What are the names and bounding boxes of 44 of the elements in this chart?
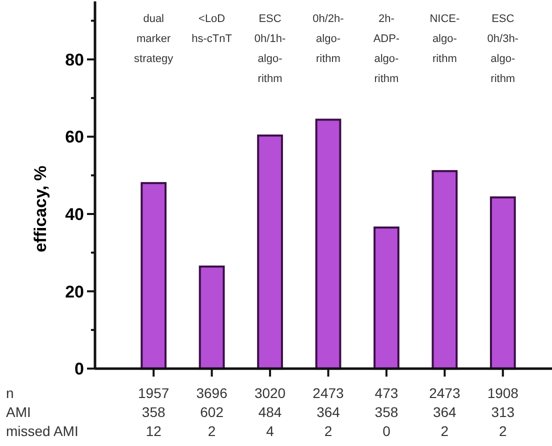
x-tick-label: <LoD hs-cTnT — [192, 13, 232, 45]
text: n — [6, 385, 14, 401]
text: 3020 — [254, 385, 286, 401]
text: 313 — [491, 404, 515, 420]
text: AMI — [6, 404, 31, 420]
text: 2473 — [429, 385, 460, 401]
bar — [374, 226, 400, 370]
text: 602 — [200, 404, 224, 420]
y-tick-label: 40 — [65, 204, 84, 224]
text: 364 — [433, 404, 457, 420]
text: 4 — [266, 423, 274, 439]
text: 2 — [440, 423, 449, 439]
x-tick-label: 2h- ADP- algo- rithm — [373, 13, 400, 85]
text: 484 — [258, 404, 282, 420]
y-tick-label: 80 — [65, 50, 84, 70]
x-tick-label: dual marker strategy — [134, 13, 174, 65]
text: 358 — [142, 404, 166, 420]
y-tick-label: 20 — [65, 282, 84, 302]
text: 12 — [146, 423, 162, 439]
text: 473 — [374, 385, 398, 401]
bar — [140, 182, 167, 370]
text: 2473 — [312, 385, 344, 401]
text: 3696 — [196, 385, 228, 401]
bar — [490, 196, 516, 370]
x-tick-label: ESC 0h/3h- algo- rithm — [487, 13, 519, 85]
x-tick-label: 0h/2h- algo- rithm — [312, 13, 344, 65]
bar — [257, 134, 283, 370]
text: 2 — [208, 423, 216, 439]
x-tick-label: NICE- algo- rithm — [430, 13, 460, 65]
bar — [315, 118, 342, 370]
y-axis-title: efficacy, % — [31, 166, 50, 252]
bar — [432, 170, 458, 370]
x-tick-label: ESC 0h/1h- algo- rithm — [254, 13, 286, 85]
text: 1908 — [487, 385, 519, 401]
text: 364 — [316, 404, 340, 420]
text: 0 — [382, 423, 391, 439]
text: 2 — [498, 423, 507, 439]
y-tick-label: 60 — [65, 128, 84, 147]
text: 1957 — [138, 385, 170, 401]
text: 358 — [374, 404, 398, 420]
text: 2 — [324, 423, 332, 439]
y-tick-label: 0 — [74, 360, 84, 379]
text: missed AMI — [6, 423, 78, 439]
bar — [198, 266, 225, 370]
